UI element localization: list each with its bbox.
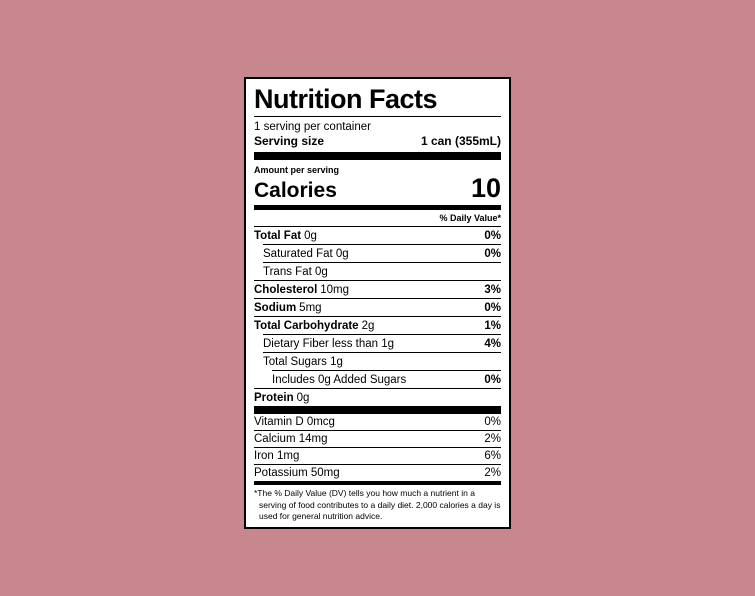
nutrient-amount: 2g — [361, 319, 375, 332]
vitamin-name: Calcium 14mg — [254, 433, 328, 445]
nutrient-name: Total Carbohydrate — [254, 319, 359, 332]
vitamin-name: Vitamin D 0mcg — [254, 416, 335, 428]
nutrient-text: Cholesterol 10mg — [254, 284, 349, 296]
nutrient-text: Total Sugars 1g — [263, 356, 343, 368]
calories-label: Calories — [254, 179, 337, 202]
nutrient-amount: Saturated Fat 0g — [263, 247, 349, 260]
vitamin-name: Potassium 50mg — [254, 467, 340, 479]
nutrient-dv: 4% — [484, 337, 501, 350]
vitamin-dv: 0% — [484, 416, 501, 428]
nutrient-row-saturated-fat: Saturated Fat 0g 0% — [263, 244, 501, 262]
nutrient-dv: 0% — [484, 373, 501, 386]
title-divider — [254, 116, 501, 117]
vitamin-row-iron: Iron 1mg 6% — [254, 447, 501, 464]
footnote: *The % Daily Value (DV) tells you how mu… — [254, 488, 501, 521]
nutrient-amount: 0g — [296, 391, 310, 404]
amount-per-serving-label: Amount per serving — [254, 165, 340, 175]
nutrient-text: Total Fat 0g — [254, 230, 317, 242]
vitamin-name: Iron 1mg — [254, 450, 300, 462]
calories-value: 10 — [470, 173, 501, 203]
nutrient-dv: 3% — [484, 283, 501, 296]
nutrient-row-added-sugars: Includes 0g Added Sugars 0% — [272, 370, 501, 388]
nutrient-row-total-fat: Total Fat 0g 0% — [254, 226, 501, 244]
nutrient-text: Total Carbohydrate 2g — [254, 320, 374, 332]
thick-divider-top — [254, 152, 501, 160]
nutrient-row-protein: Protein 0g — [254, 388, 501, 406]
thick-divider-vitamins — [254, 406, 501, 414]
nutrient-amount: 5mg — [299, 301, 322, 314]
nutrient-row-trans-fat: Trans Fat 0g — [263, 262, 501, 280]
nutrient-row-dietary-fiber: Dietary Fiber less than 1g 4% — [263, 334, 501, 352]
nutrient-row-total-sugars: Total Sugars 1g — [263, 352, 501, 370]
vitamin-dv: 2% — [484, 433, 501, 445]
daily-value-header: % Daily Value* — [439, 213, 501, 223]
nutrient-name: Sodium — [254, 301, 297, 314]
nutrient-row-sodium: Sodium 5mg 0% — [254, 298, 501, 316]
serving-size-row: Serving size 1 can (355mL) — [254, 134, 501, 149]
serving-size-label: Serving size — [254, 134, 325, 148]
nutrient-text: Includes 0g Added Sugars — [272, 374, 406, 386]
servings-per-container: 1 serving per container — [254, 121, 371, 133]
nutrient-dv: 0% — [484, 229, 501, 242]
vitamin-dv: 2% — [484, 467, 501, 479]
nutrient-name: Cholesterol — [254, 283, 318, 296]
nutrient-dv: 0% — [484, 301, 501, 314]
nutrient-text: Dietary Fiber less than 1g — [263, 338, 394, 350]
nutrient-text: Protein 0g — [254, 392, 309, 404]
nutrient-row-cholesterol: Cholesterol 10mg 3% — [254, 280, 501, 298]
vitamin-row-potassium: Potassium 50mg 2% — [254, 464, 501, 481]
calories-divider — [254, 205, 501, 210]
nutrient-amount: Dietary Fiber less than 1g — [263, 337, 395, 350]
nutrient-amount: Total Sugars 1g — [263, 355, 343, 368]
nutrient-name: Total Fat — [254, 229, 302, 242]
nutrient-amount: Trans Fat 0g — [263, 265, 328, 278]
calories-row: Calories 10 — [254, 175, 501, 203]
nutrient-amount: Includes 0g Added Sugars — [272, 373, 407, 386]
nutrient-amount: 0g — [304, 229, 317, 242]
nutrient-text: Saturated Fat 0g — [263, 248, 349, 260]
nutrient-text: Trans Fat 0g — [263, 266, 328, 278]
nutrient-dv: 0% — [484, 247, 501, 260]
nutrient-row-total-carbohydrate: Total Carbohydrate 2g 1% — [254, 316, 501, 334]
nutrient-dv: 1% — [484, 319, 501, 332]
footnote-divider — [254, 481, 501, 485]
nutrient-amount: 10mg — [320, 283, 350, 296]
serving-size-value: 1 can (355mL) — [420, 134, 501, 148]
vitamin-dv: 6% — [484, 450, 501, 462]
vitamin-row-vitamin-d: Vitamin D 0mcg 0% — [254, 414, 501, 430]
vitamin-row-calcium: Calcium 14mg 2% — [254, 430, 501, 447]
nutrient-text: Sodium 5mg — [254, 302, 322, 314]
label-title: Nutrition Facts — [254, 84, 438, 114]
nutrient-name: Protein — [254, 391, 294, 404]
nutrition-facts-label: Nutrition Facts 1 serving per container … — [244, 77, 511, 529]
